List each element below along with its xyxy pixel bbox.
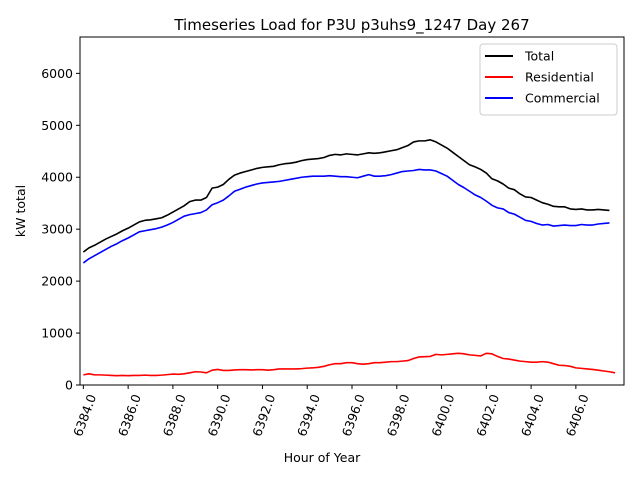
legend-label-commercial: Commercial: [525, 91, 600, 106]
y-tick-label: 6000: [41, 66, 73, 81]
chart-title: Timeseries Load for P3U p3uhs9_1247 Day …: [173, 16, 529, 35]
series-line-commercial: [82, 168, 610, 264]
legend-box: [479, 43, 618, 116]
y-tick-label: 0: [65, 378, 73, 393]
y-tick-label: 3000: [41, 222, 73, 237]
y-tick-label: 5000: [41, 118, 73, 133]
series-layer: [82, 139, 616, 377]
y-axis: 0 1000 2000 3000 4000 5000 6000: [41, 66, 80, 393]
y-tick-label: 2000: [41, 274, 73, 289]
series-line-total: [82, 139, 610, 253]
y-tick-label: 1000: [41, 326, 73, 341]
legend-label-residential: Residential: [525, 70, 594, 85]
y-axis-title: kW total: [13, 185, 28, 237]
series-line-residential: [83, 352, 616, 377]
y-tick-label: 4000: [41, 170, 73, 185]
x-axis-title: Hour of Year: [284, 450, 361, 465]
legend: Total Residential Commercial: [479, 43, 618, 116]
legend-label-total: Total: [524, 49, 554, 64]
